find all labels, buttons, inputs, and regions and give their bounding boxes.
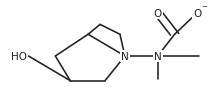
Text: N: N: [121, 52, 129, 61]
Text: O: O: [193, 9, 202, 18]
Text: −: −: [201, 4, 207, 10]
Text: HO: HO: [11, 52, 27, 61]
Text: N: N: [154, 52, 162, 61]
Text: O: O: [154, 9, 162, 18]
